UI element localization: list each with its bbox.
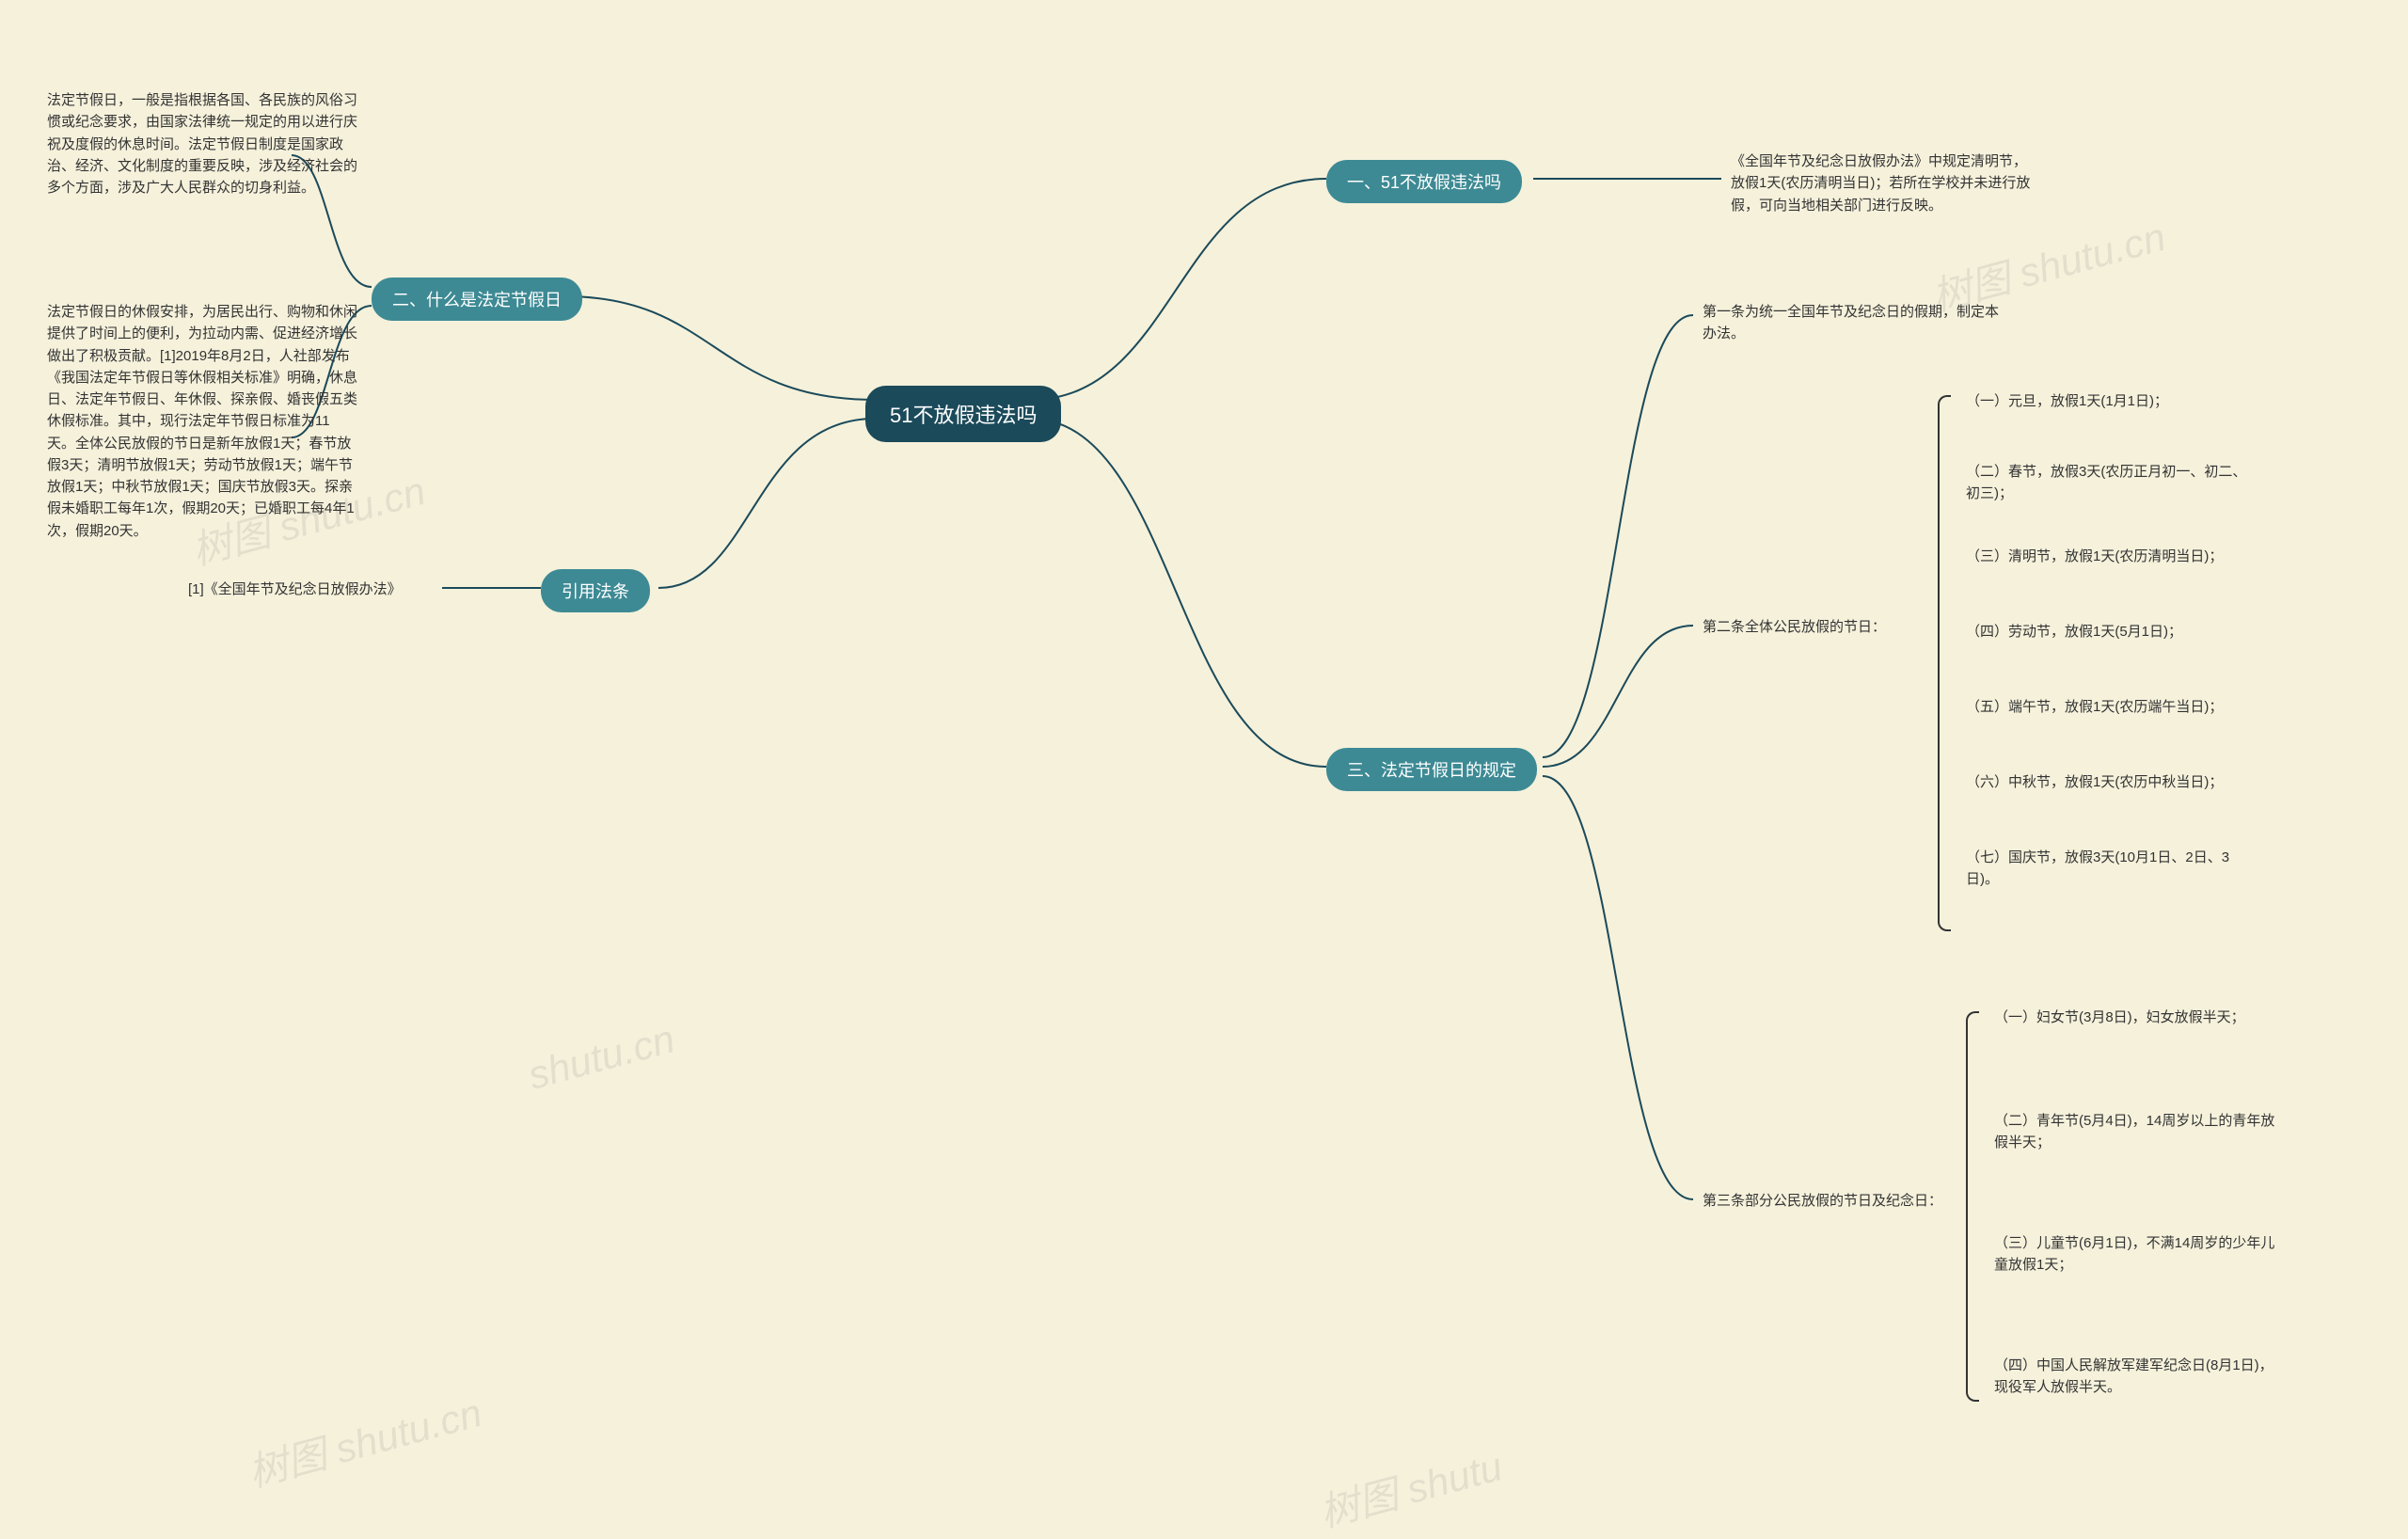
leaf-b2-1: 法定节假日，一般是指根据各国、各民族的风俗习惯或纪念要求，由国家法律统一规定的用…	[47, 89, 357, 198]
branch-3: 三、法定节假日的规定	[1326, 748, 1537, 791]
leaf-b3-3-3: （三）儿童节(6月1日)，不满14周岁的少年儿童放假1天；	[1994, 1232, 2276, 1277]
watermark: 树图 shutu.cn	[241, 1381, 487, 1499]
leaf-b3-3-label: 第三条部分公民放假的节日及纪念日：	[1703, 1190, 1942, 1212]
leaf-b3-2-4: （四）劳动节，放假1天(5月1日)；	[1966, 621, 2182, 643]
leaf-b3-2-6: （六）中秋节，放假1天(农历中秋当日)；	[1966, 771, 2223, 793]
watermark: shutu.cn	[523, 1016, 679, 1098]
leaf-b3-3-4: （四）中国人民解放军建军纪念日(8月1日)，现役军人放假半天。	[1994, 1355, 2276, 1399]
leaf-b3-1: 第一条为统一全国年节及纪念日的假期，制定本办法。	[1703, 301, 2004, 345]
leaf-b3-2-3: （三）清明节，放假1天(农历清明当日)；	[1966, 546, 2223, 567]
leaf-b3-3-2: （二）青年节(5月4日)，14周岁以上的青年放假半天；	[1994, 1110, 2276, 1154]
leaf-b4-1: [1]《全国年节及纪念日放假办法》	[188, 579, 402, 600]
watermark: 树图 shutu	[1312, 1435, 1507, 1538]
leaf-b3-2-1: （一）元旦，放假1天(1月1日)；	[1966, 390, 2168, 412]
leaf-b3-2-7: （七）国庆节，放假3天(10月1日、2日、3日)。	[1966, 847, 2248, 891]
leaf-b3-2-label: 第二条全体公民放假的节日：	[1703, 616, 1886, 638]
bracket-b3-2	[1938, 395, 1951, 931]
root-node: 51不放假违法吗	[865, 386, 1061, 442]
branch-2: 二、什么是法定节假日	[372, 278, 582, 321]
leaf-b1-1: 《全国年节及纪念日放假办法》中规定清明节，放假1天(农历清明当日)；若所在学校并…	[1731, 151, 2032, 216]
bracket-b3-3	[1966, 1011, 1979, 1402]
leaf-b3-3-1: （一）妇女节(3月8日)，妇女放假半天；	[1994, 1007, 2245, 1028]
leaf-b3-2-5: （五）端午节，放假1天(农历端午当日)；	[1966, 696, 2223, 718]
branch-1: 一、51不放假违法吗	[1326, 160, 1522, 203]
leaf-b3-2-2: （二）春节，放假3天(农历正月初一、初二、初三)；	[1966, 461, 2248, 505]
branch-4: 引用法条	[541, 569, 650, 612]
leaf-b2-2: 法定节假日的休假安排，为居民出行、购物和休闲提供了时间上的便利，为拉动内需、促进…	[47, 301, 357, 542]
